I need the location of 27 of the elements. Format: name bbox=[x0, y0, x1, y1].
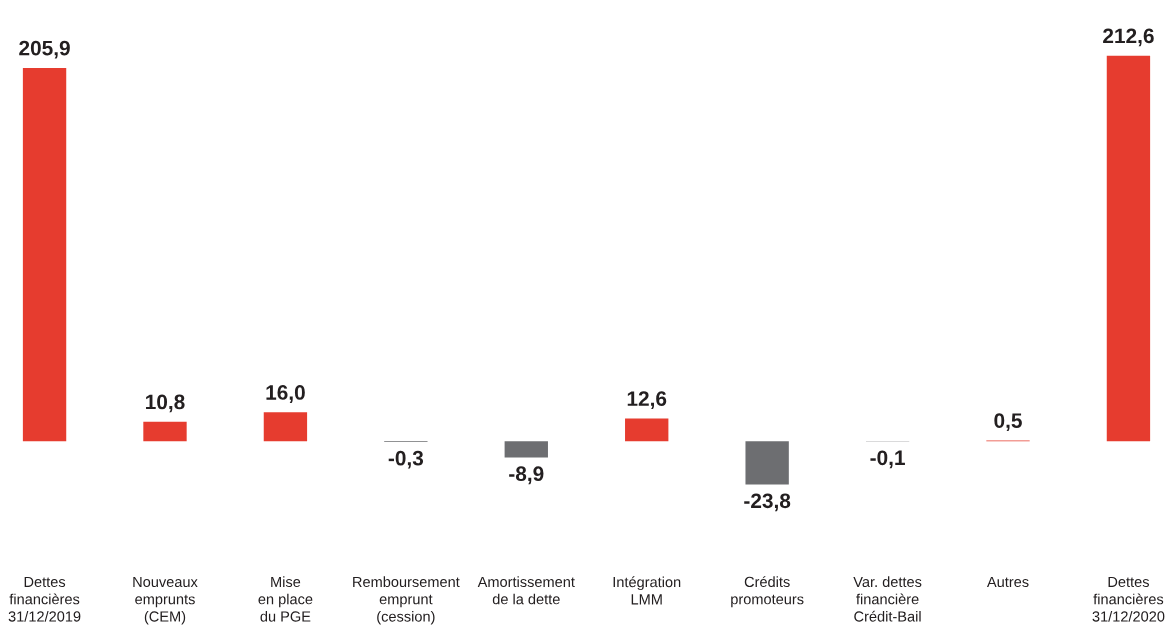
data-label: 12,6 bbox=[627, 391, 667, 410]
x-tick-label: Remboursement emprunt (cession) bbox=[353, 576, 460, 625]
bar bbox=[22, 67, 67, 442]
x-tick-label: Autres bbox=[986, 576, 1029, 588]
x-tick-label: Mise en place du PGE bbox=[258, 576, 313, 622]
bar bbox=[263, 412, 308, 442]
data-label: 10,8 bbox=[146, 394, 185, 413]
x-tick-label: Nouveaux emprunts (CEM) bbox=[133, 576, 198, 625]
data-label: -0,1 bbox=[870, 450, 905, 469]
data-label: 16,0 bbox=[266, 385, 305, 403]
data-label: -23,8 bbox=[744, 493, 791, 512]
data-label: -0,3 bbox=[388, 450, 424, 469]
data-label: -8,9 bbox=[509, 466, 544, 485]
x-tick-label: Crédits promoteurs bbox=[731, 576, 804, 608]
bar bbox=[143, 421, 187, 442]
bar bbox=[504, 441, 548, 458]
bar bbox=[745, 441, 789, 485]
x-tick-label: Amortissement de la dette bbox=[477, 576, 575, 605]
data-label: 212,6 bbox=[1103, 28, 1154, 47]
data-label: 0,5 bbox=[994, 413, 1022, 431]
x-tick-label: Dettes financières 31/12/2019 bbox=[8, 576, 81, 622]
x-tick-label: Var. dettes financière Crédit-Bail bbox=[853, 576, 922, 622]
bar bbox=[625, 418, 669, 442]
data-label: 205,9 bbox=[19, 40, 70, 59]
x-tick-label: Intégration LMM bbox=[613, 576, 681, 605]
bar bbox=[1106, 55, 1151, 442]
x-tick-label: Dettes financières 31/12/2020 bbox=[1092, 576, 1165, 622]
